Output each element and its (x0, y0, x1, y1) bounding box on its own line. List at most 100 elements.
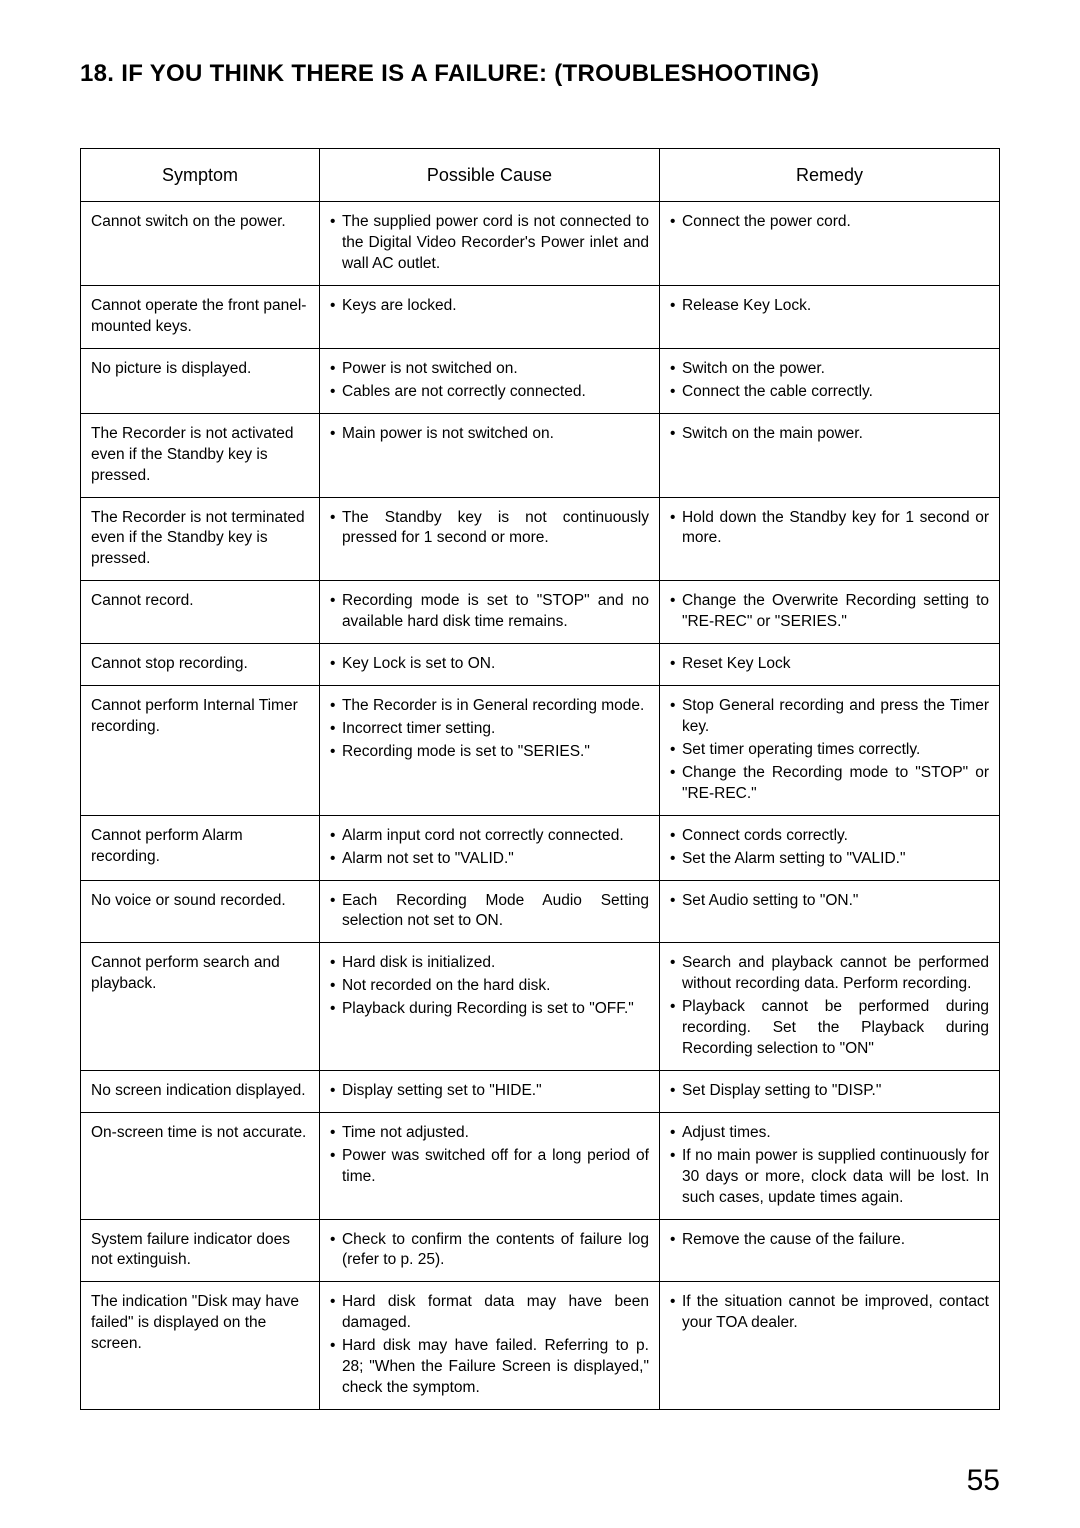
remedy-item: Change the Overwrite Recording setting t… (670, 591, 989, 633)
remedy-cell: Switch on the power.Connect the cable co… (659, 348, 999, 413)
cause-cell: Key Lock is set to ON. (319, 644, 659, 686)
cause-item: Check to confirm the contents of failure… (330, 1230, 649, 1272)
remedy-cell: Hold down the Standby key for 1 second o… (659, 497, 999, 581)
cause-cell: The supplied power cord is not connected… (319, 202, 659, 286)
remedy-item: Set Audio setting to "ON." (670, 891, 989, 912)
cause-item: Time not adjusted. (330, 1123, 649, 1144)
header-symptom: Symptom (81, 149, 320, 202)
cause-cell: Hard disk is initialized.Not recorded on… (319, 943, 659, 1071)
table-row: The indication "Disk may have failed" is… (81, 1282, 1000, 1410)
remedy-cell: Release Key Lock. (659, 286, 999, 349)
remedy-cell: Remove the cause of the failure. (659, 1219, 999, 1282)
page-number: 55 (967, 1464, 1000, 1498)
cause-cell: Recording mode is set to "STOP" and no a… (319, 581, 659, 644)
symptom-cell: The Recorder is not activated even if th… (81, 413, 320, 497)
cause-item: Playback during Recording is set to "OFF… (330, 999, 649, 1020)
table-row: System failure indicator does not exting… (81, 1219, 1000, 1282)
table-row: Cannot switch on the power.The supplied … (81, 202, 1000, 286)
page-title: 18. IF YOU THINK THERE IS A FAILURE: (TR… (80, 60, 1000, 88)
cause-item: Not recorded on the hard disk. (330, 976, 649, 997)
header-remedy: Remedy (659, 149, 999, 202)
remedy-item: If no main power is supplied continuousl… (670, 1146, 989, 1209)
symptom-cell: Cannot perform Internal Timer recording. (81, 686, 320, 816)
remedy-cell: Search and playback cannot be performed … (659, 943, 999, 1071)
cause-item: Main power is not switched on. (330, 424, 649, 445)
table-row: The Recorder is not activated even if th… (81, 413, 1000, 497)
table-row: No picture is displayed.Power is not swi… (81, 348, 1000, 413)
remedy-cell: Switch on the main power. (659, 413, 999, 497)
symptom-cell: The Recorder is not terminated even if t… (81, 497, 320, 581)
remedy-item: Reset Key Lock (670, 654, 989, 675)
remedy-cell: Reset Key Lock (659, 644, 999, 686)
troubleshooting-table: Symptom Possible Cause Remedy Cannot swi… (80, 148, 1000, 1410)
cause-item: Hard disk may have failed. Referring to … (330, 1336, 649, 1399)
cause-item: Incorrect timer setting. (330, 719, 649, 740)
cause-item: Recording mode is set to "STOP" and no a… (330, 591, 649, 633)
remedy-cell: Connect the power cord. (659, 202, 999, 286)
table-row: Cannot perform Internal Timer recording.… (81, 686, 1000, 816)
remedy-item: Connect the power cord. (670, 212, 989, 233)
remedy-item: Release Key Lock. (670, 296, 989, 317)
remedy-item: If the situation cannot be improved, con… (670, 1292, 989, 1334)
remedy-item: Switch on the power. (670, 359, 989, 380)
symptom-cell: The indication "Disk may have failed" is… (81, 1282, 320, 1410)
table-row: Cannot stop recording. Key Lock is set to… (81, 644, 1000, 686)
symptom-cell: Cannot stop recording. (81, 644, 320, 686)
cause-cell: Display setting set to "HIDE." (319, 1070, 659, 1112)
cause-item: Power was switched off for a long period… (330, 1146, 649, 1188)
symptom-cell: No screen indication displayed. (81, 1070, 320, 1112)
remedy-cell: If the situation cannot be improved, con… (659, 1282, 999, 1410)
remedy-cell: Change the Overwrite Recording setting t… (659, 581, 999, 644)
cause-item: Display setting set to "HIDE." (330, 1081, 649, 1102)
cause-item: The Standby key is not continuously pres… (330, 508, 649, 550)
cause-item: Keys are locked. (330, 296, 649, 317)
remedy-item: Connect the cable correctly. (670, 382, 989, 403)
cause-cell: Main power is not switched on. (319, 413, 659, 497)
symptom-cell: No voice or sound recorded. (81, 880, 320, 943)
symptom-cell: Cannot switch on the power. (81, 202, 320, 286)
symptom-cell: Cannot record. (81, 581, 320, 644)
symptom-cell: Cannot perform Alarm recording. (81, 815, 320, 880)
remedy-item: Set timer operating times correctly. (670, 740, 989, 761)
remedy-item: Search and playback cannot be performed … (670, 953, 989, 995)
cause-cell: The Standby key is not continuously pres… (319, 497, 659, 581)
table-row: Cannot perform search and playback.Hard … (81, 943, 1000, 1071)
remedy-item: Set Display setting to "DISP." (670, 1081, 989, 1102)
cause-cell: Each Recording Mode Audio Setting select… (319, 880, 659, 943)
remedy-cell: Set Audio setting to "ON." (659, 880, 999, 943)
remedy-item: Stop General recording and press the Tim… (670, 696, 989, 738)
cause-cell: Time not adjusted.Power was switched off… (319, 1112, 659, 1219)
cause-item: Alarm not set to "VALID." (330, 849, 649, 870)
cause-cell: Check to confirm the contents of failure… (319, 1219, 659, 1282)
remedy-cell: Adjust times.If no main power is supplie… (659, 1112, 999, 1219)
table-row: The Recorder is not terminated even if t… (81, 497, 1000, 581)
table-row: Cannot record.Recording mode is set to "… (81, 581, 1000, 644)
remedy-item: Playback cannot be performed during reco… (670, 997, 989, 1060)
symptom-cell: System failure indicator does not exting… (81, 1219, 320, 1282)
cause-item: Key Lock is set to ON. (330, 654, 649, 675)
cause-item: The supplied power cord is not connected… (330, 212, 649, 275)
symptom-cell: No picture is displayed. (81, 348, 320, 413)
remedy-item: Hold down the Standby key for 1 second o… (670, 508, 989, 550)
cause-cell: Hard disk format data may have been dama… (319, 1282, 659, 1410)
table-row: Cannot operate the front panel-mounted k… (81, 286, 1000, 349)
cause-cell: Power is not switched on.Cables are not … (319, 348, 659, 413)
remedy-item: Switch on the main power. (670, 424, 989, 445)
symptom-cell: Cannot perform search and playback. (81, 943, 320, 1071)
remedy-item: Change the Recording mode to "STOP" or "… (670, 763, 989, 805)
remedy-cell: Set Display setting to "DISP." (659, 1070, 999, 1112)
cause-cell: Alarm input cord not correctly connected… (319, 815, 659, 880)
cause-cell: The Recorder is in General recording mod… (319, 686, 659, 816)
remedy-cell: Connect cords correctly.Set the Alarm se… (659, 815, 999, 880)
table-header-row: Symptom Possible Cause Remedy (81, 149, 1000, 202)
remedy-item: Set the Alarm setting to "VALID." (670, 849, 989, 870)
remedy-item: Remove the cause of the failure. (670, 1230, 989, 1251)
table-row: Cannot perform Alarm recording.Alarm inp… (81, 815, 1000, 880)
remedy-item: Adjust times. (670, 1123, 989, 1144)
cause-item: Recording mode is set to "SERIES." (330, 742, 649, 763)
table-row: No voice or sound recorded.Each Recordin… (81, 880, 1000, 943)
table-row: On-screen time is not accurate.Time not … (81, 1112, 1000, 1219)
cause-item: Power is not switched on. (330, 359, 649, 380)
header-cause: Possible Cause (319, 149, 659, 202)
remedy-cell: Stop General recording and press the Tim… (659, 686, 999, 816)
